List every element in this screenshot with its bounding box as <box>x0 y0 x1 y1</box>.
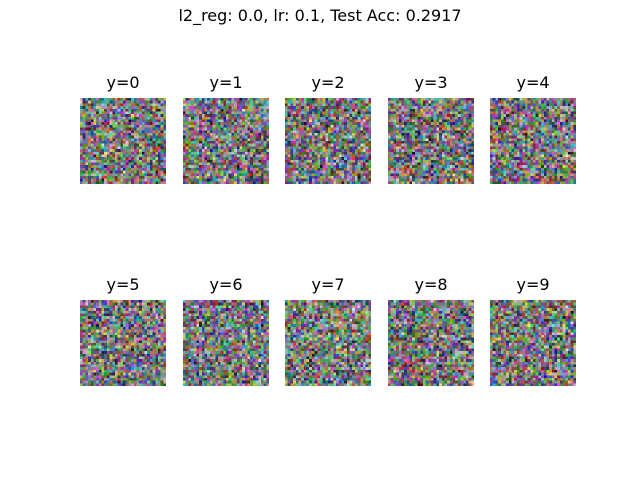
panel-title: y=0 <box>106 73 140 92</box>
weight-image-y5 <box>80 300 166 386</box>
panel-title: y=5 <box>106 275 140 294</box>
panel-title: y=1 <box>209 73 243 92</box>
weight-image-y0 <box>80 98 166 184</box>
panel-title: y=9 <box>516 275 550 294</box>
panel-title: y=8 <box>414 275 448 294</box>
panel-title: y=6 <box>209 275 243 294</box>
weight-image-y6 <box>183 300 269 386</box>
weight-image-y3 <box>388 98 474 184</box>
weight-image-y7 <box>285 300 371 386</box>
weight-image-y4 <box>490 98 576 184</box>
panel-title: y=2 <box>311 73 345 92</box>
weight-image-y1 <box>183 98 269 184</box>
weight-image-y9 <box>490 300 576 386</box>
panel-title: y=7 <box>311 275 345 294</box>
weight-image-y2 <box>285 98 371 184</box>
figure-title: l2_reg: 0.0, lr: 0.1, Test Acc: 0.2917 <box>178 6 462 25</box>
panel-title: y=3 <box>414 73 448 92</box>
panel-title: y=4 <box>516 73 550 92</box>
weight-image-y8 <box>388 300 474 386</box>
